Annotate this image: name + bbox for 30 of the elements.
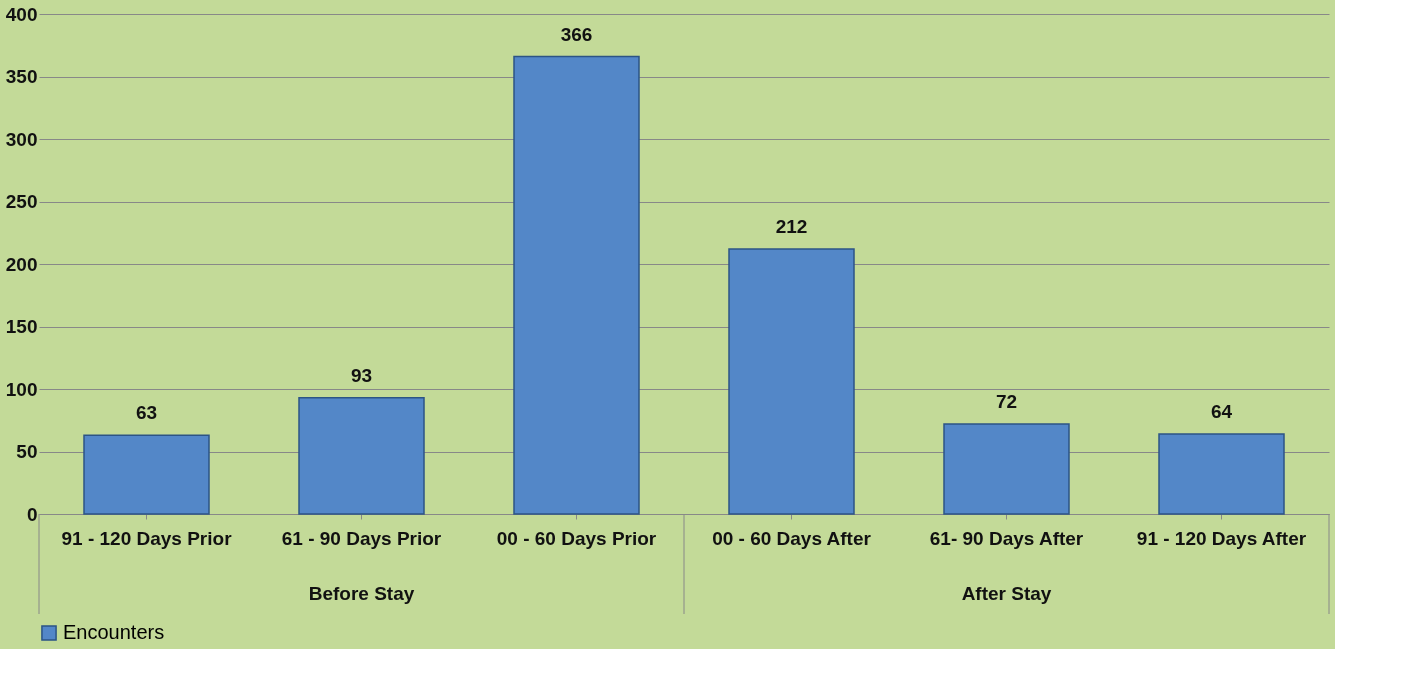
data-label: 64	[1210, 401, 1233, 422]
y-tick-label: 300	[5, 128, 38, 150]
y-tick-label: 200	[5, 253, 38, 275]
y-tick-label: 400	[5, 3, 38, 25]
bar	[298, 397, 425, 515]
text: Before Stay	[308, 583, 415, 604]
x-tick-label: 00 - 60 Days After	[712, 527, 872, 549]
y-tick-label: 150	[5, 316, 38, 337]
y-tick-label: 50	[16, 441, 38, 462]
data-label: 366	[560, 23, 593, 45]
bar	[728, 248, 855, 515]
y-tick-label: 0	[26, 503, 38, 525]
bar	[1158, 433, 1285, 515]
x-tick-label: 00 - 60 Days Prior	[496, 527, 657, 549]
data-label: 212	[775, 216, 808, 237]
legend-label: Encounters	[63, 621, 165, 643]
bar	[513, 55, 640, 515]
x-tick-label: 61 - 90 Days Prior	[281, 527, 442, 549]
y-tick-label: 100	[5, 378, 38, 400]
y-tick-label: 350	[5, 66, 38, 87]
data-label: 63	[135, 402, 158, 424]
y-tick-label: 250	[5, 191, 38, 212]
bar	[943, 423, 1070, 515]
x-tick-label: 91 - 120 Days After	[1136, 527, 1307, 549]
text: After Stay	[961, 583, 1052, 604]
bar	[83, 434, 210, 515]
x-tick-label: 61- 90 Days After	[929, 527, 1084, 549]
data-label: 93	[350, 364, 373, 386]
data-label: 72	[995, 391, 1018, 412]
x-tick-label: 91 - 120 Days Prior	[61, 527, 233, 549]
